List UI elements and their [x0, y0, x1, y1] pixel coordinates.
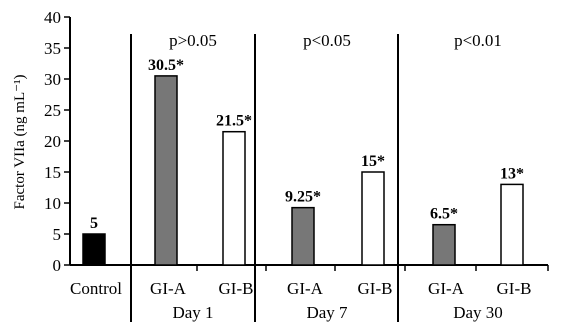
bar-value-label: 5	[90, 215, 98, 232]
bar	[361, 171, 385, 266]
p-value-label: p<0.05	[303, 31, 351, 50]
bar-value-label: 15*	[361, 153, 385, 170]
bar	[432, 223, 456, 266]
group-label: Day 30	[453, 303, 503, 322]
x-category-label: GI-B	[358, 279, 393, 298]
bar	[500, 183, 524, 266]
bar-value-label: 6.5*	[430, 206, 458, 223]
group-labels: Day 1 Day 7 Day 30	[172, 303, 502, 322]
y-tick-label: 0	[53, 256, 62, 275]
x-category-label: GI-B	[219, 279, 254, 298]
bar	[154, 75, 178, 266]
y-tick-label: 35	[44, 39, 61, 58]
group-label: Day 7	[306, 303, 348, 322]
bar	[222, 130, 246, 266]
x-axis-category-labels: Control GI-A GI-B GI-A GI-B GI-A GI-B	[70, 279, 531, 298]
p-value-label: p>0.05	[169, 31, 217, 50]
p-value-labels: p>0.05 p<0.05 p<0.01	[169, 31, 502, 50]
p-value-label: p<0.01	[454, 31, 502, 50]
bars	[82, 75, 524, 266]
group-dividers	[130, 34, 399, 322]
bar-value-label: 13*	[500, 165, 524, 182]
data-labels: 5 30.5* 21.5* 9.25* 15* 6.5* 13*	[90, 57, 524, 232]
y-tick-label: 5	[53, 225, 62, 244]
y-tick-label: 25	[44, 101, 61, 120]
group-label: Day 1	[172, 303, 213, 322]
bar-value-label: 9.25*	[285, 189, 321, 206]
bar-value-label: 30.5*	[148, 57, 184, 74]
y-tick-label: 40	[44, 8, 61, 27]
y-tick-label: 20	[44, 132, 61, 151]
y-axis: 0 5 10 15 20 25 30 35 40	[44, 8, 549, 275]
y-axis-label: Factor VIIa (ng mL⁻¹)	[12, 74, 28, 209]
y-tick-label: 30	[44, 70, 61, 89]
x-category-label: GI-A	[287, 279, 324, 298]
y-tick-label: 10	[44, 194, 61, 213]
x-category-label: GI-A	[428, 279, 465, 298]
bar-value-label: 21.5*	[216, 113, 252, 130]
x-category-label: GI-B	[497, 279, 532, 298]
x-category-label: GI-A	[150, 279, 187, 298]
bar	[82, 233, 106, 266]
y-tick-label: 15	[44, 163, 61, 182]
x-category-label: Control	[70, 279, 122, 298]
bar	[291, 206, 315, 266]
